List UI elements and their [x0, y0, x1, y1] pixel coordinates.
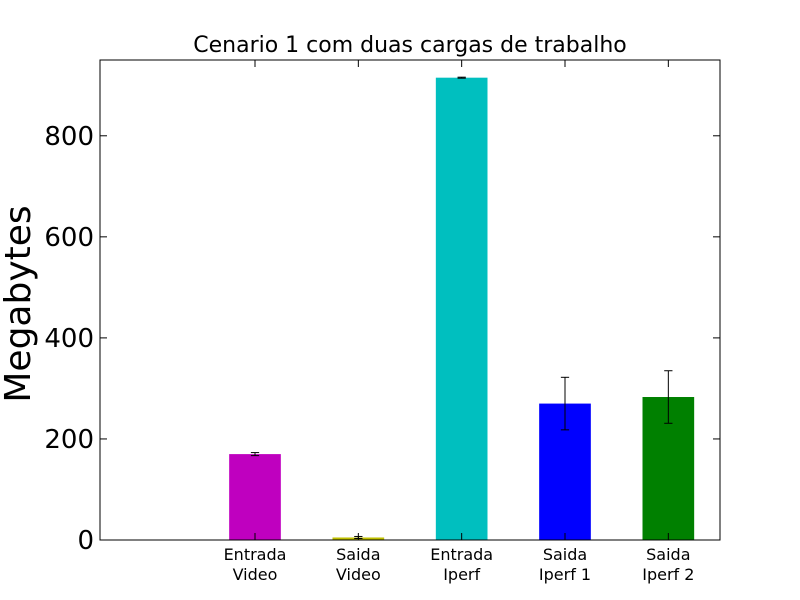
x-tick-label-line: Iperf 1: [539, 565, 591, 584]
plot-frame: [99, 59, 721, 541]
error-bar-3: [457, 76, 466, 79]
errorbars-layer: [250, 76, 673, 539]
x-tick-label-line: Video: [336, 565, 381, 584]
bar-1: [229, 454, 281, 540]
error-bar-1: [250, 452, 260, 457]
error-bar-5: [664, 370, 673, 424]
y-axis-ticks: 0 200 400 600 800: [44, 122, 720, 556]
bar-3: [435, 77, 488, 541]
x-tick-label: Saida Video: [336, 545, 381, 584]
x-tick-label: Saida Iperf 1: [539, 545, 591, 584]
x-tick-label-line: Iperf: [443, 565, 480, 584]
x-tick-label-line: Entrada: [430, 545, 493, 564]
x-tick-label-line: Entrada: [224, 545, 287, 564]
y-tick-label: 400: [44, 324, 94, 354]
x-tick-label-line: Video: [233, 565, 278, 584]
x-tick-label: Entrada Video: [224, 545, 287, 584]
bars-layer: [229, 77, 695, 541]
x-tick-label: Entrada Iperf: [430, 545, 493, 584]
x-tick-label: Saida Iperf 2: [642, 545, 694, 584]
y-axis-label: Megabytes: [0, 205, 39, 402]
error-bar-4: [560, 376, 570, 431]
y-tick-label: 200: [44, 425, 94, 455]
chart-title: Cenario 1 com duas cargas de trabalho: [193, 33, 627, 58]
x-tick-label-line: Iperf 2: [642, 565, 694, 584]
x-tick-label-line: Saida: [543, 545, 587, 564]
y-tick-label: 800: [44, 122, 94, 152]
x-tick-label-line: Saida: [646, 545, 690, 564]
x-tick-label-line: Saida: [336, 545, 380, 564]
y-tick-label: 0: [77, 526, 94, 556]
y-tick-label: 600: [44, 223, 94, 253]
